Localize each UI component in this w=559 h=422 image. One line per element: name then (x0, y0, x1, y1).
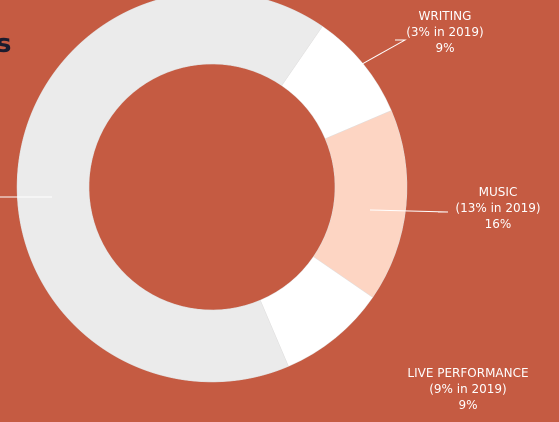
labels: WRITING (3% in 2019) 9% MUSIC (13% in 2019) 1… (354, 9, 541, 412)
slice-label: MUSIC (479, 185, 518, 199)
slice-sublabel: (9% in 2019) (429, 382, 507, 396)
leader-line (369, 209, 449, 213)
value-label: 16% (485, 217, 512, 231)
slice-label: LIVE PERFORMANCE (407, 366, 528, 380)
value-label: 9% (435, 41, 454, 55)
donut (16, 0, 408, 383)
slice (16, 0, 323, 383)
slice-sublabel: (13% in 2019) (455, 201, 540, 215)
leader-line (354, 39, 407, 69)
slice-sublabel: (3% in 2019) (406, 25, 484, 39)
slice-label: WRITING (419, 9, 472, 23)
chart-title: s (0, 29, 11, 59)
value-label: 9% (458, 398, 477, 412)
